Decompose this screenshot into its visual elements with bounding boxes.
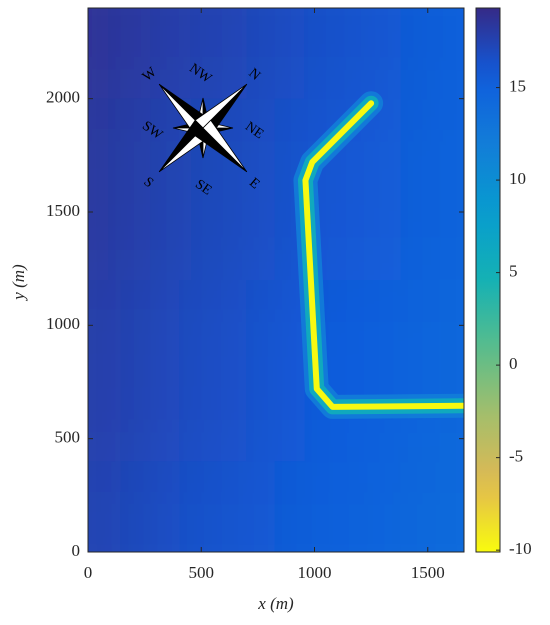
y-tick-label: 500 (55, 428, 81, 447)
x-tick-label: 1500 (411, 563, 445, 582)
structure (293, 91, 464, 419)
colorbar-tick-label: -10 (509, 539, 532, 558)
field-cell (88, 8, 151, 99)
x-tick-label: 1000 (298, 563, 332, 582)
colorbar-tick-label: 15 (509, 76, 526, 95)
y-tick-label: 1000 (46, 314, 80, 333)
field-cell (400, 98, 464, 281)
compass-point (202, 119, 248, 173)
field-cell (150, 8, 275, 99)
y-tick-label: 0 (72, 541, 81, 560)
x-tick-label: 0 (84, 563, 93, 582)
y-tick-label: 1500 (46, 201, 80, 220)
field-cell (400, 8, 464, 99)
field-cell (88, 461, 151, 552)
plot-frame (87, 7, 465, 553)
x-axis-label: x (m) (257, 594, 294, 613)
field-cell (88, 280, 151, 462)
colorbar-tick-label: 10 (509, 169, 526, 188)
colorbar-tick-label: 5 (509, 262, 518, 281)
colorbar-tick-label: 0 (509, 354, 518, 373)
field-cell (400, 461, 464, 552)
field-cell (150, 280, 275, 462)
field-cell (400, 280, 464, 462)
y-tick-label: 2000 (46, 88, 80, 107)
structure-band (302, 100, 464, 410)
field-cell (274, 280, 401, 462)
compass-rose: W NW NSW NES SE E (139, 61, 266, 199)
field-cell (274, 8, 401, 99)
colorbar (475, 7, 501, 553)
field-cell (88, 98, 151, 281)
x-tick-label: 500 (189, 563, 215, 582)
field-cell (274, 461, 401, 552)
field-cell (150, 461, 275, 552)
y-axis-label: y (m) (9, 264, 28, 302)
colorbar-tick-label: -5 (509, 447, 523, 466)
